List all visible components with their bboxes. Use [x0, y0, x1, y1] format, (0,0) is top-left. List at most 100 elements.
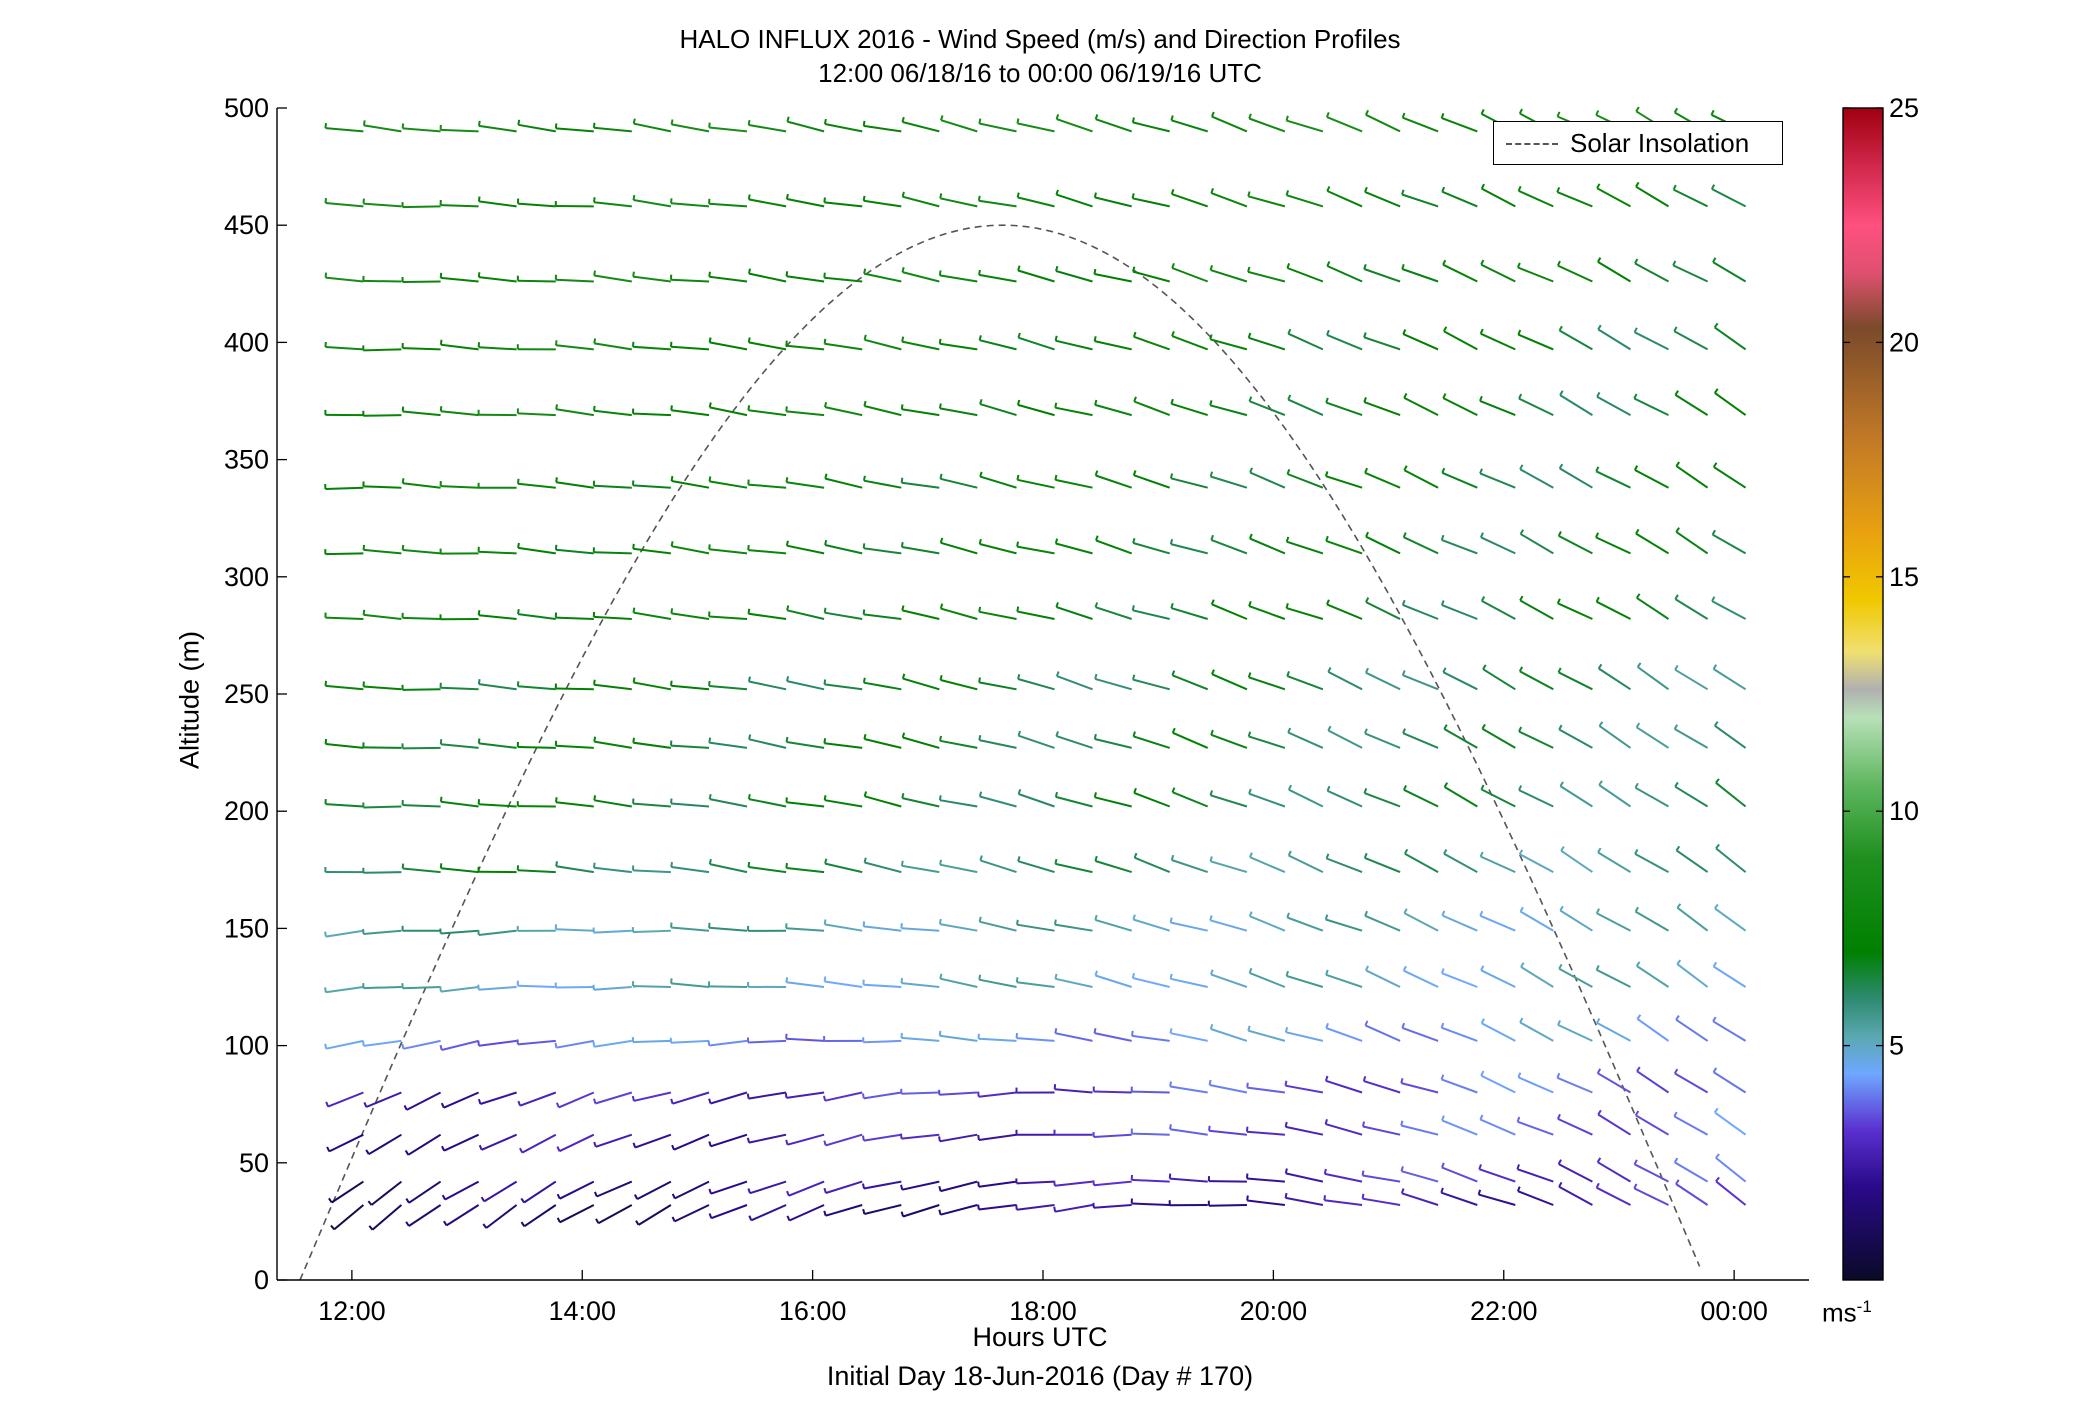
wind-barb-flag [401, 1043, 405, 1050]
wind-barb [901, 1091, 940, 1095]
wind-barb-flag [1248, 967, 1253, 974]
wind-barb-flag [1365, 597, 1370, 603]
wind-barb [1480, 788, 1516, 808]
wind-barb [939, 799, 978, 808]
wind-barb [402, 482, 441, 489]
wind-barb [1247, 270, 1286, 283]
wind-barb [671, 684, 710, 691]
wind-barb [709, 1039, 748, 1047]
wind-barb [1170, 977, 1208, 988]
wind-barb-flag [1209, 915, 1213, 921]
wind-barb [1055, 339, 1093, 351]
wind-barb [1326, 603, 1363, 620]
wind-barb-flag [1440, 1022, 1445, 1029]
wind-barb-flag [1516, 1164, 1520, 1170]
wind-barb [1210, 1028, 1248, 1042]
wind-barb-flag [1246, 1195, 1249, 1201]
wind-barb [1634, 469, 1669, 489]
wind-barb-flag [1675, 1179, 1680, 1185]
wind-barb-flag [1094, 470, 1099, 476]
wind-barb [363, 279, 402, 283]
wind-barb-flag [900, 1133, 903, 1139]
wind-barb-flag [900, 1184, 904, 1190]
wind-barb-flag [747, 337, 751, 343]
wind-barb-flag [477, 272, 481, 278]
wind-barb [1170, 477, 1208, 489]
wind-barb-flag [1401, 670, 1406, 676]
wind-barb [1326, 190, 1363, 208]
wind-barb [517, 613, 556, 620]
wind-barb-flag [1247, 266, 1251, 273]
wind-barb-flag [1557, 1159, 1562, 1165]
wind-barb [481, 1133, 517, 1151]
wind-barb [1095, 974, 1133, 988]
wind-barb [863, 479, 902, 489]
wind-barb-flag [1363, 332, 1367, 338]
wind-barb [710, 1133, 748, 1148]
wind-barb [1597, 851, 1632, 873]
wind-barb-flag [324, 931, 327, 937]
wind-barb-flag [1326, 599, 1330, 605]
wind-barb-flag [900, 404, 904, 410]
wind-barb [1132, 270, 1170, 283]
colorbar-tick-label: 5 [1889, 1031, 1904, 1061]
wind-barb-flag [1210, 111, 1215, 117]
wind-barb [978, 199, 1017, 208]
wind-barb-flag [1402, 965, 1407, 972]
wind-barb [1558, 728, 1593, 749]
wind-barb-flag [1479, 532, 1484, 538]
wind-barb [1480, 855, 1516, 874]
wind-barb [1714, 392, 1747, 416]
wind-barb-flag [1442, 393, 1447, 399]
wind-barb [325, 346, 364, 351]
wind-barb-flag [1516, 1116, 1521, 1123]
wind-barb-flag [1401, 1022, 1406, 1029]
wind-barb [1056, 118, 1093, 133]
wind-barb-flag [1054, 1028, 1058, 1034]
wind-barb-flag [1170, 854, 1175, 861]
wind-barb [1478, 1193, 1516, 1206]
wind-barb-flag [823, 795, 827, 801]
wind-barb [1364, 792, 1401, 808]
wind-barb [939, 342, 978, 351]
wind-barb [864, 795, 902, 808]
wind-barb [863, 547, 902, 555]
wind-barb-flag [785, 540, 789, 546]
wind-barb [902, 797, 940, 808]
wind-barb [363, 485, 402, 489]
wind-barb [825, 1204, 863, 1217]
wind-barb [478, 986, 517, 991]
wind-barb [978, 681, 1017, 691]
wind-barb [1362, 1197, 1401, 1206]
wind-barb-flag [441, 1194, 446, 1200]
wind-barb-flag [439, 986, 442, 992]
wind-barb [1634, 331, 1669, 351]
wind-barb-flag [1712, 664, 1718, 670]
wind-barb [1133, 474, 1171, 489]
wind-barb [478, 929, 517, 936]
wind-barb-flag [439, 863, 443, 869]
colorbar-tick-label: 20 [1889, 327, 1919, 357]
wind-barb-flag [1016, 919, 1019, 925]
wind-barb-flag [748, 268, 751, 274]
wind-barb [748, 738, 787, 749]
wind-barb-flag [1169, 473, 1174, 479]
wind-barb [671, 409, 710, 417]
wind-barb-flag [1481, 723, 1486, 730]
wind-barb-flag [1634, 782, 1639, 789]
wind-barb-flag [1634, 258, 1639, 264]
wind-barb-flag [1675, 527, 1680, 533]
wind-barb [1635, 910, 1670, 932]
wind-barb [940, 477, 978, 489]
wind-barb-flag [747, 405, 751, 411]
wind-barb-flag [1169, 1028, 1173, 1034]
wind-barb-flag [1053, 1206, 1057, 1212]
wind-barb [440, 800, 479, 808]
wind-barb [555, 278, 594, 283]
wind-barb-flag [708, 1213, 713, 1219]
wind-barb-flag [1403, 784, 1407, 791]
wind-barb-flag [1093, 792, 1097, 798]
wind-barb-flag [1440, 600, 1445, 606]
colorbar-unit-exponent: -1 [1856, 1297, 1872, 1316]
wind-barb [478, 124, 517, 133]
